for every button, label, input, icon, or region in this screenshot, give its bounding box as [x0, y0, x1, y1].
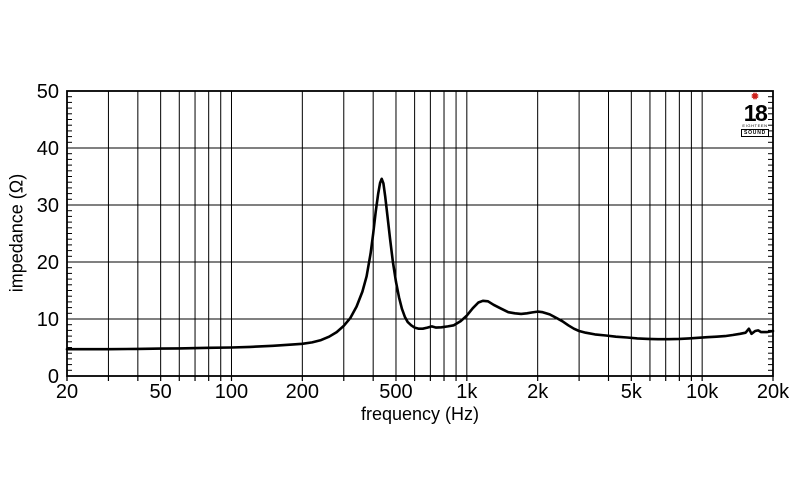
- x-tick-label: 2k: [527, 381, 549, 403]
- x-axis-title: frequency (Hz): [360, 404, 480, 424]
- brand-logo: ✹ 18 EIGHTEEN SOUND: [738, 92, 772, 137]
- logo-line1: EIGHTEEN: [742, 123, 768, 128]
- starburst-icon: ✹: [750, 91, 760, 103]
- y-tick-label: 30: [37, 195, 59, 217]
- logo-number: 18: [743, 100, 768, 126]
- x-tick-label: 1k: [456, 381, 478, 403]
- x-tick-label: 20k: [757, 381, 790, 403]
- y-tick-label: 40: [37, 138, 59, 160]
- tick-labels: 20 50 100 200 500 1k 2k 5k 10k 20k 0 10 20 30 40 50: [37, 81, 790, 403]
- y-tick-label: 20: [37, 252, 59, 274]
- y-axis-title: impedance (Ω): [6, 173, 27, 293]
- x-tick-label: 200: [286, 381, 319, 403]
- x-tick-label: 500: [379, 381, 412, 403]
- x-tick-label: 20: [56, 381, 78, 403]
- y-tick-label: 0: [48, 366, 59, 388]
- y-tick-label: 10: [37, 309, 59, 331]
- logo-line2: SOUND: [741, 129, 769, 137]
- x-tick-label: 5k: [621, 381, 643, 403]
- x-tick-label: 50: [150, 381, 172, 403]
- impedance-curve: [65, 177, 775, 351]
- x-tick-label: 100: [215, 381, 248, 403]
- y-tick-label: 50: [37, 81, 59, 103]
- x-tick-label: 10k: [686, 381, 719, 403]
- grid-lines: [66, 91, 774, 376]
- plot-border: [66, 90, 774, 377]
